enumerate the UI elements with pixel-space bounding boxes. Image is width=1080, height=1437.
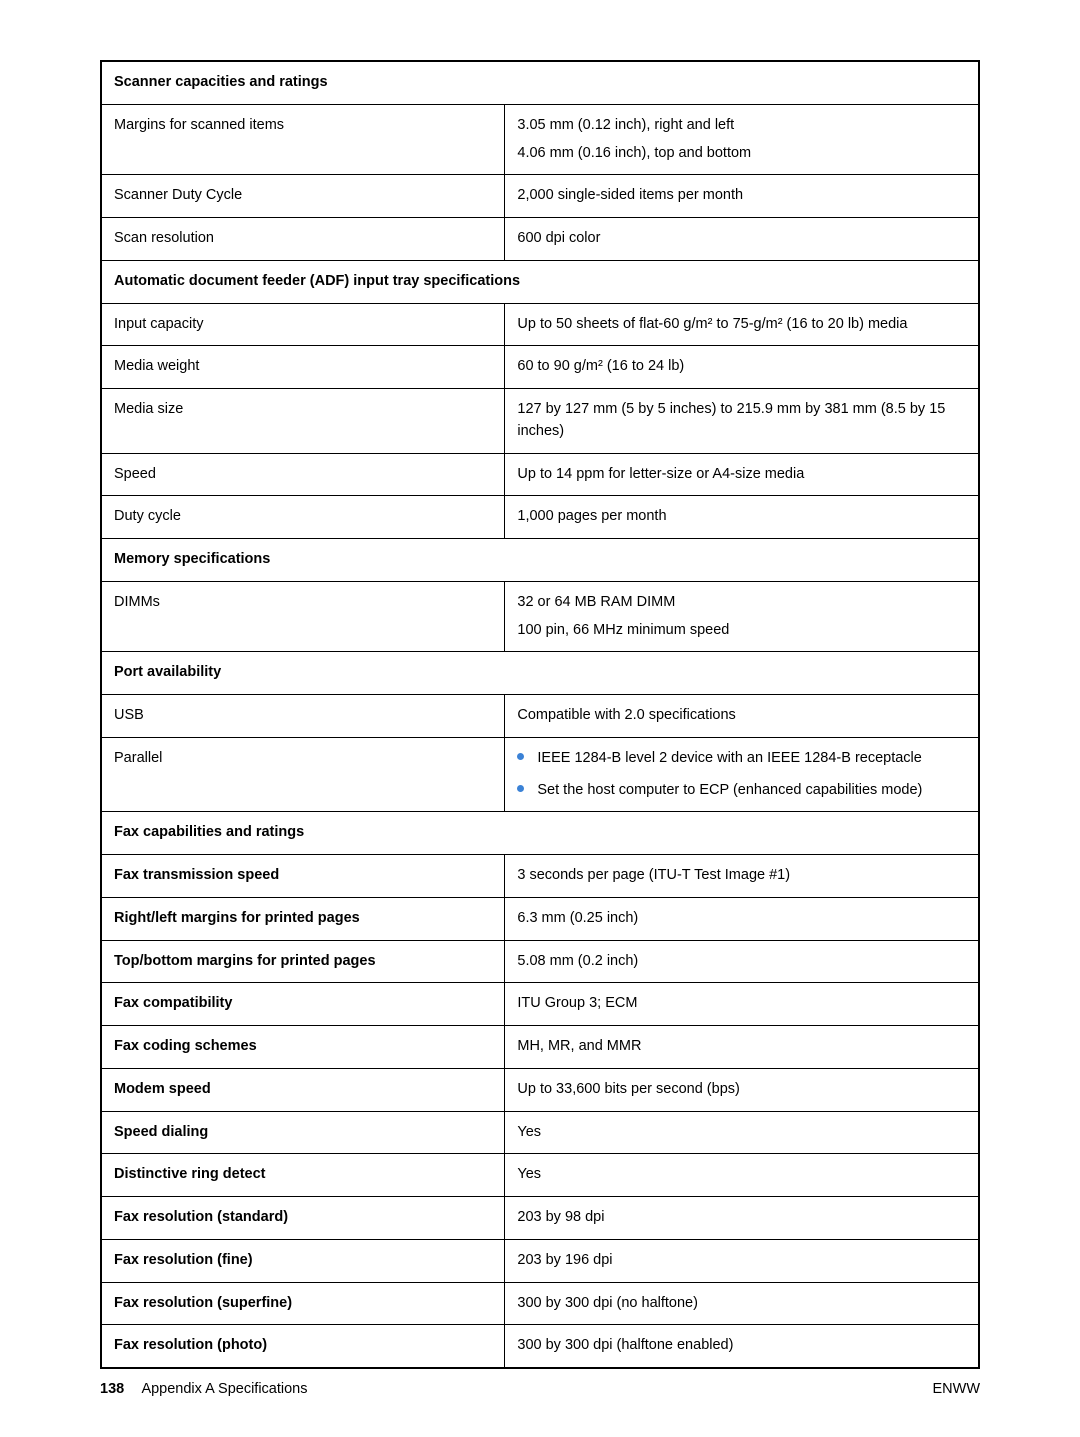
footer-right-text: ENWW [932, 1381, 980, 1397]
table-row: Distinctive ring detectYes [101, 1154, 979, 1197]
table-row: Duty cycle1,000 pages per month [101, 496, 979, 539]
spec-label: Scan resolution [101, 218, 505, 261]
spec-value: 3.05 mm (0.12 inch), right and left4.06 … [505, 104, 979, 175]
spec-label: Scanner Duty Cycle [101, 175, 505, 218]
table-row: Modem speedUp to 33,600 bits per second … [101, 1068, 979, 1111]
list-item: IEEE 1284-B level 2 device with an IEEE … [517, 748, 966, 770]
spec-label: Parallel [101, 737, 505, 812]
spec-value: MH, MR, and MMR [505, 1026, 979, 1069]
list-item: Set the host computer to ECP (enhanced c… [517, 780, 966, 802]
spec-value: 203 by 98 dpi [505, 1197, 979, 1240]
table-row: Fax transmission speed3 seconds per page… [101, 855, 979, 898]
spec-label: Fax resolution (fine) [101, 1239, 505, 1282]
section-header: Memory specifications [101, 539, 979, 582]
table-row: Parallel IEEE 1284-B level 2 device with … [101, 737, 979, 812]
section-header: Fax capabilities and ratings [101, 812, 979, 855]
spec-value: 5.08 mm (0.2 inch) [505, 940, 979, 983]
footer-left-text: Appendix A Specifications [141, 1381, 307, 1397]
spec-label: Speed dialing [101, 1111, 505, 1154]
spec-value: 127 by 127 mm (5 by 5 inches) to 215.9 m… [505, 389, 979, 454]
table-row: Fax resolution (fine)203 by 196 dpi [101, 1239, 979, 1282]
spec-value: 300 by 300 dpi (no halftone) [505, 1282, 979, 1325]
table-row: Speed dialingYes [101, 1111, 979, 1154]
bullet-icon [517, 753, 524, 760]
spec-label: Media size [101, 389, 505, 454]
section-header: Scanner capacities and ratings [101, 61, 979, 104]
page-number: 138 [100, 1381, 124, 1397]
spec-label: Right/left margins for printed pages [101, 897, 505, 940]
spec-label: USB [101, 695, 505, 738]
spec-label: Duty cycle [101, 496, 505, 539]
table-row: Input capacityUp to 50 sheets of flat-60… [101, 303, 979, 346]
spec-label: Modem speed [101, 1068, 505, 1111]
section-header: Port availability [101, 652, 979, 695]
spec-label: Fax resolution (superfine) [101, 1282, 505, 1325]
table-row: Media weight60 to 90 g/m² (16 to 24 lb) [101, 346, 979, 389]
spec-value: 60 to 90 g/m² (16 to 24 lb) [505, 346, 979, 389]
spec-label: Fax resolution (standard) [101, 1197, 505, 1240]
spec-label: Distinctive ring detect [101, 1154, 505, 1197]
spec-label: Margins for scanned items [101, 104, 505, 175]
page-footer: 138 Appendix A Specifications ENWW [100, 1381, 980, 1397]
spec-value: 203 by 196 dpi [505, 1239, 979, 1282]
table-row: Media size127 by 127 mm (5 by 5 inches) … [101, 389, 979, 454]
table-row: Fax coding schemesMH, MR, and MMR [101, 1026, 979, 1069]
specifications-table: Scanner capacities and ratingsMargins fo… [100, 60, 980, 1369]
spec-label: Top/bottom margins for printed pages [101, 940, 505, 983]
spec-label: Fax transmission speed [101, 855, 505, 898]
spec-label: Speed [101, 453, 505, 496]
section-header: Automatic document feeder (ADF) input tr… [101, 260, 979, 303]
spec-value: IEEE 1284-B level 2 device with an IEEE … [505, 737, 979, 812]
spec-value: 6.3 mm (0.25 inch) [505, 897, 979, 940]
spec-value: Up to 50 sheets of flat-60 g/m² to 75-g/… [505, 303, 979, 346]
table-row: USBCompatible with 2.0 specifications [101, 695, 979, 738]
spec-value: 600 dpi color [505, 218, 979, 261]
spec-value: 3 seconds per page (ITU-T Test Image #1) [505, 855, 979, 898]
spec-value: 2,000 single-sided items per month [505, 175, 979, 218]
table-row: Top/bottom margins for printed pages5.08… [101, 940, 979, 983]
spec-value: ITU Group 3; ECM [505, 983, 979, 1026]
spec-label: DIMMs [101, 581, 505, 652]
spec-value: 300 by 300 dpi (halftone enabled) [505, 1325, 979, 1368]
table-row: Margins for scanned items3.05 mm (0.12 i… [101, 104, 979, 175]
spec-value: Up to 14 ppm for letter-size or A4-size … [505, 453, 979, 496]
spec-value: 1,000 pages per month [505, 496, 979, 539]
table-row: Fax resolution (superfine)300 by 300 dpi… [101, 1282, 979, 1325]
bullet-icon [517, 785, 524, 792]
table-row: Fax compatibilityITU Group 3; ECM [101, 983, 979, 1026]
spec-label: Fax resolution (photo) [101, 1325, 505, 1368]
spec-value: Yes [505, 1111, 979, 1154]
spec-label: Fax compatibility [101, 983, 505, 1026]
spec-value: 32 or 64 MB RAM DIMM100 pin, 66 MHz mini… [505, 581, 979, 652]
spec-value: Yes [505, 1154, 979, 1197]
spec-label: Media weight [101, 346, 505, 389]
spec-value: Compatible with 2.0 specifications [505, 695, 979, 738]
table-row: Scanner Duty Cycle2,000 single-sided ite… [101, 175, 979, 218]
table-row: Fax resolution (standard)203 by 98 dpi [101, 1197, 979, 1240]
table-row: SpeedUp to 14 ppm for letter-size or A4-… [101, 453, 979, 496]
spec-label: Input capacity [101, 303, 505, 346]
table-row: Fax resolution (photo)300 by 300 dpi (ha… [101, 1325, 979, 1368]
table-row: Right/left margins for printed pages6.3 … [101, 897, 979, 940]
spec-label: Fax coding schemes [101, 1026, 505, 1069]
table-row: Scan resolution600 dpi color [101, 218, 979, 261]
spec-value: Up to 33,600 bits per second (bps) [505, 1068, 979, 1111]
table-row: DIMMs32 or 64 MB RAM DIMM100 pin, 66 MHz… [101, 581, 979, 652]
